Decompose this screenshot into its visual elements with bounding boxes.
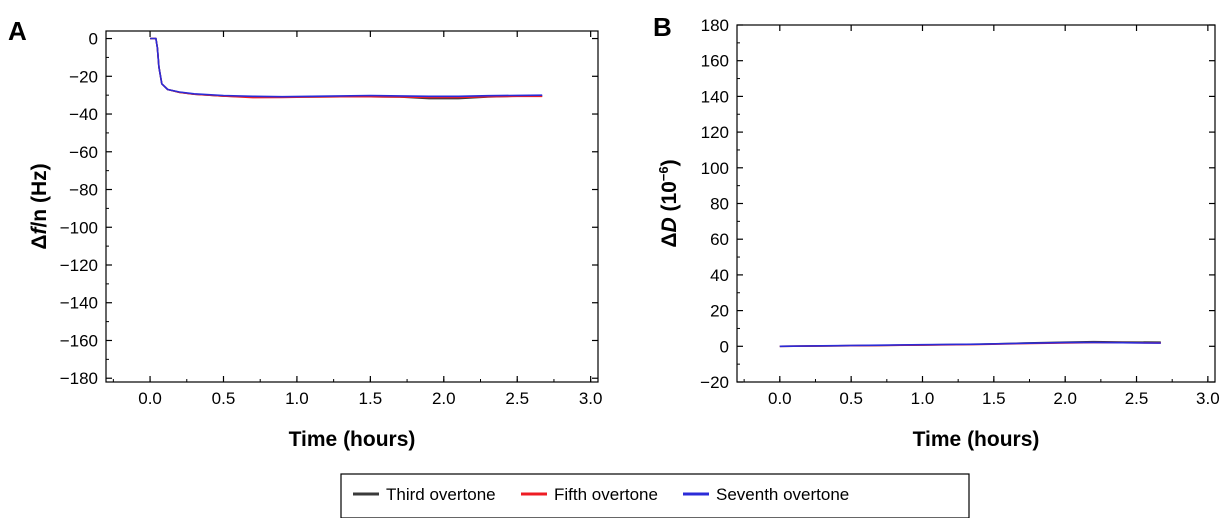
x-tick-label: 2.5 [505,389,529,408]
x-tick-label: 2.5 [1125,389,1149,408]
y-tick-label: −60 [69,143,98,162]
y-tick-label: 0 [720,337,729,356]
legend: Third overtone Fifth overtone Seventh over… [340,473,970,518]
legend-label: Seventh overtone [716,485,849,504]
y-axis-title: Δf/n (Hz) [28,163,51,249]
x-tick-label: 1.5 [359,389,383,408]
panel-letter: B [653,12,672,42]
y-tick-label: −20 [69,67,98,86]
x-tick-label: 0.0 [138,389,162,408]
legend-label: Fifth overtone [554,485,658,504]
series-line [150,37,543,98]
y-tick-label: 0 [89,30,98,49]
x-tick-label: 1.0 [285,389,309,408]
x-tick-label: 1.0 [911,389,935,408]
y-tick-label: 100 [701,159,729,178]
x-tick-label: 2.0 [432,389,456,408]
y-tick-label: −160 [60,331,98,350]
legend-label: Third overtone [386,485,496,504]
y-tick-label: −80 [69,181,98,200]
series-line [150,37,543,100]
x-tick-label: 3.0 [579,389,603,408]
y-tick-label: −40 [69,105,98,124]
legend-box [340,473,970,518]
y-tick-label: 180 [701,16,729,35]
plot-frame [105,30,599,383]
y-tick-label: 140 [701,87,729,106]
y-tick-label: −180 [60,369,98,388]
y-tick-label: 120 [701,123,729,142]
x-tick-label: 0.0 [768,389,792,408]
y-tick-label: 160 [701,52,729,71]
x-axis-title: Time (hours) [913,428,1040,451]
y-tick-label: 60 [710,230,729,249]
y-tick-label: 20 [710,302,729,321]
panel-a: A 0.0 0.5 1.0 1.5 2.0 2.5 3.0 0 −20 −40 −60 −80 −100 −… [8,16,602,451]
x-tick-label: 1.5 [982,389,1006,408]
panel-letter: A [8,16,27,46]
x-tick-label: 2.0 [1053,389,1077,408]
series-line [779,341,1161,348]
y-tick-label: −140 [60,294,98,313]
y-tick-label: −120 [60,256,98,275]
series-line [150,37,543,99]
x-tick-label: 0.5 [212,389,236,408]
plot-frame [736,24,1216,383]
y-tick-label: −20 [700,373,729,392]
y-tick-label: 40 [710,266,729,285]
x-tick-label: 3.0 [1196,389,1220,408]
y-tick-label: −100 [60,218,98,237]
x-axis-title: Time (hours) [289,428,416,451]
y-tick-label: 80 [710,195,729,214]
panel-b: B 0.0 0.5 1.0 1.5 2.0 2.5 3.0 180 160 140 120 100 80 6… [653,12,1220,451]
y-axis-title: ΔD (10−6) [656,159,681,247]
x-tick-label: 0.5 [839,389,863,408]
